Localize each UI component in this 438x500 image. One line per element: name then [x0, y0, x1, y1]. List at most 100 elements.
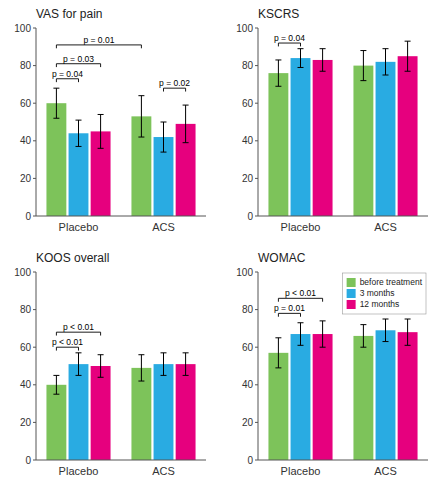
error-bar	[53, 375, 59, 394]
error-cap	[298, 345, 304, 346]
bar	[291, 58, 311, 216]
significance-label: p < 0.01	[52, 337, 83, 347]
significance-label: p = 0.02	[159, 78, 190, 88]
bar	[46, 385, 66, 460]
bar	[176, 364, 196, 460]
error-line	[78, 120, 79, 146]
significance-bracket	[56, 64, 100, 67]
error-line	[385, 319, 386, 342]
plot-area	[268, 41, 417, 216]
bar	[91, 366, 111, 460]
error-cap	[53, 88, 59, 89]
y-tick-label: 20	[242, 173, 254, 184]
error-cap	[53, 375, 59, 376]
y-axis	[258, 28, 259, 216]
y-tick-label: 20	[20, 173, 32, 184]
error-bar	[76, 120, 82, 146]
significance-bracket	[56, 45, 141, 48]
x-tick-label: Placebo	[59, 465, 99, 477]
error-cap	[98, 354, 104, 355]
panel: WOMAC020406080100PlaceboACSp = 0.01p < 0…	[236, 251, 428, 477]
error-line	[278, 60, 279, 86]
error-bar	[98, 355, 104, 378]
significance-bracket	[56, 79, 78, 82]
y-tick-label: 0	[247, 455, 253, 466]
error-line	[407, 41, 408, 71]
error-bar	[360, 51, 366, 81]
error-bar	[275, 60, 281, 86]
significance-label: p = 0.04	[52, 69, 83, 79]
y-tick-label: 60	[20, 98, 32, 109]
error-cap	[275, 59, 281, 60]
error-line	[141, 96, 142, 137]
error-bar	[298, 323, 304, 346]
error-cap	[405, 41, 411, 42]
panel: KOOS overall020406080100PlaceboACSp < 0.…	[14, 251, 206, 477]
error-bar	[383, 319, 389, 342]
x-axis	[36, 460, 206, 461]
error-line	[141, 355, 142, 381]
significance-label: p = 0.01	[83, 35, 114, 45]
y-tick-label: 20	[242, 417, 254, 428]
error-cap	[161, 122, 167, 123]
error-cap	[320, 320, 326, 321]
error-cap	[360, 50, 366, 51]
legend-frame	[343, 273, 426, 314]
error-line	[300, 49, 301, 68]
legend-swatch	[347, 300, 356, 309]
significance-bracket	[164, 88, 186, 91]
y-tick-label: 80	[242, 60, 254, 71]
y-tick-label: 40	[242, 379, 254, 390]
error-line	[278, 338, 279, 368]
error-bar	[405, 319, 411, 345]
error-cap	[161, 152, 167, 153]
x-axis	[258, 216, 428, 217]
significance-label: p = 0.04	[274, 33, 305, 43]
error-cap	[76, 352, 82, 353]
y-tick-label: 100	[14, 267, 31, 278]
significance-bracket	[278, 313, 300, 316]
error-cap	[76, 375, 82, 376]
error-cap	[383, 75, 389, 76]
error-bar	[161, 353, 167, 376]
bar	[69, 364, 89, 460]
error-cap	[360, 324, 366, 325]
error-cap	[298, 48, 304, 49]
legend-label: before treatment	[360, 277, 423, 287]
panel-title: VAS for pain	[36, 7, 102, 21]
error-bar	[360, 325, 366, 348]
legend: before treatment3 months12 months	[343, 273, 426, 314]
error-line	[363, 325, 364, 348]
error-bar	[320, 321, 326, 347]
error-line	[385, 49, 386, 75]
bar	[353, 336, 373, 460]
error-cap	[360, 80, 366, 81]
plot-area	[46, 353, 195, 460]
plot-area	[46, 88, 195, 216]
y-tick-label: 20	[20, 417, 32, 428]
error-line	[407, 319, 408, 345]
legend-swatch	[347, 289, 356, 298]
error-line	[163, 353, 164, 376]
error-cap	[53, 118, 59, 119]
y-tick-label: 80	[20, 60, 32, 71]
bar	[131, 368, 151, 460]
error-cap	[161, 352, 167, 353]
y-tick-label: 40	[242, 135, 254, 146]
significance-bracket	[278, 298, 322, 301]
significance-bracket	[278, 43, 300, 46]
error-line	[322, 49, 323, 72]
error-bar	[138, 355, 144, 381]
error-line	[363, 51, 364, 81]
error-cap	[161, 375, 167, 376]
bar	[398, 332, 418, 460]
bar	[313, 60, 333, 216]
error-cap	[275, 367, 281, 368]
y-tick-label: 80	[20, 304, 32, 315]
error-cap	[383, 319, 389, 320]
y-axis	[258, 272, 259, 460]
error-cap	[138, 381, 144, 382]
y-tick-label: 60	[242, 342, 254, 353]
x-tick-label: ACS	[374, 465, 397, 477]
panel: KSCRS020406080100PlaceboACSp = 0.04	[236, 7, 428, 233]
